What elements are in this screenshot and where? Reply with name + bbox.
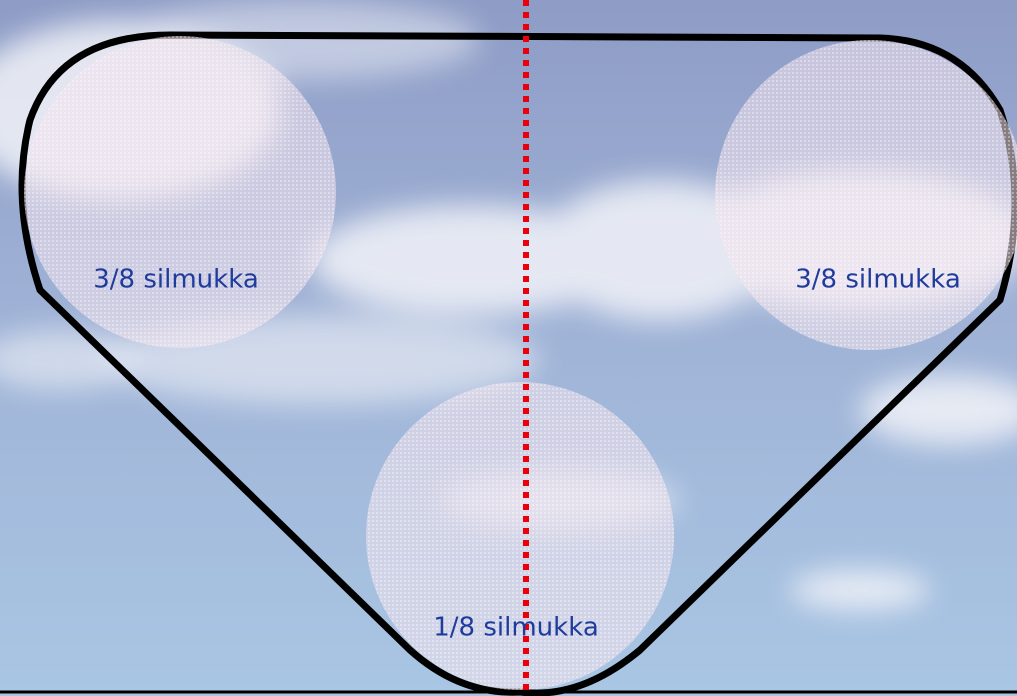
node-circle: [366, 382, 674, 690]
node-label: 3/8 silmukka: [93, 265, 259, 295]
node-label: 1/8 silmukka: [433, 613, 599, 643]
node-circle: [24, 36, 336, 348]
page: {"nodes": [{"label": "3/8 silmukka"}, {"…: [0, 0, 1017, 696]
diagram: 3/8 silmukka 3/8 silmukka 1/8 silmukka: [0, 0, 1017, 696]
node-label: 3/8 silmukka: [795, 265, 961, 295]
node-circle: [715, 40, 1017, 350]
